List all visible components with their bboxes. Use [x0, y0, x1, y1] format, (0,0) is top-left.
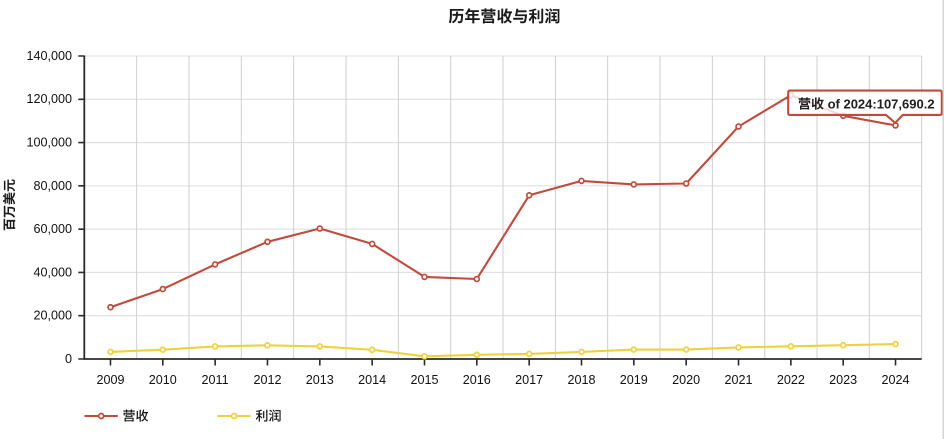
svg-text:140,000: 140,000 [26, 49, 72, 63]
svg-text:2014: 2014 [358, 373, 386, 387]
svg-text:2018: 2018 [567, 373, 595, 387]
svg-text:40,000: 40,000 [33, 265, 72, 279]
svg-text:2013: 2013 [306, 373, 334, 387]
svg-text:2010: 2010 [149, 373, 177, 387]
svg-text:2012: 2012 [253, 373, 281, 387]
svg-text:2015: 2015 [410, 373, 438, 387]
svg-text:2009: 2009 [96, 373, 124, 387]
svg-text:100,000: 100,000 [26, 135, 72, 149]
svg-text:2023: 2023 [829, 373, 857, 387]
svg-text:2022: 2022 [777, 373, 805, 387]
svg-text:2016: 2016 [463, 373, 491, 387]
svg-text:0: 0 [65, 352, 72, 366]
svg-text:80,000: 80,000 [33, 179, 72, 193]
svg-text:2011: 2011 [202, 373, 229, 387]
svg-text:20,000: 20,000 [33, 309, 72, 323]
svg-text:2021: 2021 [724, 373, 752, 387]
svg-text:60,000: 60,000 [33, 222, 72, 236]
svg-text:2017: 2017 [515, 373, 543, 387]
svg-text:2024: 2024 [881, 373, 909, 387]
svg-text:of 2024:107,690.2: of 2024:107,690.2 [828, 96, 935, 111]
svg-text:2019: 2019 [620, 373, 648, 387]
svg-text:120,000: 120,000 [26, 92, 72, 106]
svg-text:2020: 2020 [672, 373, 700, 387]
